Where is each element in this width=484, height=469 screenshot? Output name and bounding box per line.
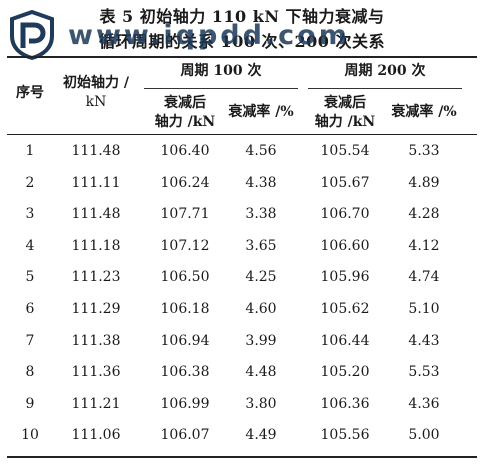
header-rate-100: 衰减率 /%	[228, 104, 294, 120]
header-initial-unit: kN	[85, 94, 107, 110]
cell-seq: 3	[25, 206, 35, 223]
cell-rate-100: 4.38	[245, 174, 277, 191]
cell-seq: 6	[25, 301, 35, 317]
cell-initial-force: 111.21	[71, 395, 121, 412]
table-title-line-1: 表 5 初始轴力 110 kN 下轴力衰减与	[99, 7, 385, 26]
cell-force-200: 105.67	[320, 174, 370, 191]
table-bottom-rule	[7, 456, 477, 458]
cell-rate-100: 4.25	[245, 269, 277, 286]
cell-rate-100: 4.49	[245, 427, 277, 444]
cell-rate-200: 5.53	[408, 364, 440, 381]
cell-force-200: 106.70	[320, 206, 370, 223]
header-initial-force: 初始轴力 / kN	[52, 74, 140, 112]
period-100-rule	[144, 88, 298, 89]
header-period-100: 周期 100 次	[180, 63, 262, 79]
table-top-rule	[7, 56, 477, 58]
table-row: 7 111.38 106.94 3.99 106.44 4.43	[0, 329, 484, 353]
cell-rate-200: 4.89	[408, 174, 440, 191]
cell-initial-force: 111.06	[71, 427, 121, 444]
cell-rate-200: 4.12	[408, 237, 440, 254]
cell-rate-200: 5.10	[408, 301, 440, 317]
cell-seq: 1	[25, 143, 35, 159]
cell-force-100: 106.94	[160, 332, 210, 349]
cell-seq: 8	[25, 364, 35, 381]
header-period-200: 周期 200 次	[344, 63, 426, 79]
cell-force-200: 105.96	[320, 269, 370, 286]
cell-force-200: 106.44	[320, 332, 370, 349]
cell-rate-100: 4.48	[245, 364, 277, 381]
table-row: 6 111.29 106.18 4.60 105.62 5.10	[0, 297, 484, 321]
cell-rate-200: 4.43	[408, 332, 440, 349]
cell-force-200: 106.36	[320, 395, 370, 412]
table-row: 3 111.48 107.71 3.38 106.70 4.28	[0, 202, 484, 226]
cell-rate-200: 4.74	[408, 269, 440, 286]
header-force-200-unit: 轴力 /kN	[314, 114, 376, 130]
header-force-100: 衰减后 轴力 /kN	[148, 94, 222, 132]
cell-force-100: 106.24	[160, 174, 210, 191]
cell-rate-100: 3.99	[245, 332, 277, 349]
header-force-100-label: 衰减后	[164, 95, 206, 111]
cell-initial-force: 111.18	[71, 237, 121, 254]
cell-rate-100: 3.80	[245, 395, 277, 412]
cell-force-100: 106.18	[160, 301, 210, 317]
header-force-200-label: 衰减后	[324, 95, 366, 111]
cell-rate-100: 4.56	[245, 143, 277, 159]
table-row: 4 111.18 107.12 3.65 106.60 4.12	[0, 234, 484, 258]
watermark-logo-icon	[10, 10, 54, 60]
cell-seq: 4	[25, 237, 35, 254]
cell-initial-force: 111.29	[71, 301, 121, 317]
table-row: 10 111.06 106.07 4.49 105.56 5.00	[0, 423, 484, 447]
cell-rate-200: 5.00	[408, 427, 440, 444]
table-header-rule	[7, 134, 477, 135]
cell-initial-force: 111.38	[71, 332, 121, 349]
header-seq: 序号	[16, 85, 44, 101]
header-force-100-unit: 轴力 /kN	[154, 114, 216, 130]
cell-rate-200: 4.28	[408, 206, 440, 223]
cell-initial-force: 111.36	[71, 364, 121, 381]
cell-force-100: 106.40	[160, 143, 210, 159]
cell-force-100: 106.99	[160, 395, 210, 412]
cell-rate-100: 3.38	[245, 206, 277, 223]
cell-force-100: 106.07	[160, 427, 210, 444]
cell-rate-200: 4.36	[408, 395, 440, 412]
cell-initial-force: 111.11	[71, 174, 121, 191]
header-force-200: 衰减后 轴力 /kN	[308, 94, 382, 132]
cell-force-100: 107.71	[160, 206, 210, 223]
cell-force-100: 106.50	[160, 269, 210, 286]
table-row: 9 111.21 106.99 3.80 106.36 4.36	[0, 392, 484, 416]
cell-force-200: 105.56	[320, 427, 370, 444]
cell-force-200: 105.20	[320, 364, 370, 381]
cell-initial-force: 111.23	[71, 269, 121, 286]
cell-seq: 2	[25, 174, 35, 191]
watermark-text: www.iqpdd.com	[68, 20, 350, 51]
header-rate-200: 衰减率 /%	[391, 104, 457, 120]
cell-force-200: 105.54	[320, 143, 370, 159]
cell-seq: 7	[25, 332, 35, 349]
cell-rate-200: 5.33	[408, 143, 440, 159]
cell-seq: 9	[25, 395, 35, 412]
cell-seq: 5	[25, 269, 35, 286]
table-title-line-2: 循环周期的关系 100 次、200 次关系	[98, 32, 385, 51]
header-initial-label: 初始轴力 /	[63, 75, 129, 91]
cell-force-100: 107.12	[160, 237, 210, 254]
cell-force-200: 106.60	[320, 237, 370, 254]
cell-seq: 10	[21, 427, 39, 444]
table-row: 8 111.36 106.38 4.48 105.20 5.53	[0, 360, 484, 384]
cell-force-100: 106.38	[160, 364, 210, 381]
cell-initial-force: 111.48	[71, 206, 121, 223]
watermark: www.iqpdd.com	[6, 10, 347, 60]
period-200-rule	[308, 88, 462, 89]
cell-initial-force: 111.48	[71, 143, 121, 159]
cell-rate-100: 3.65	[245, 237, 277, 254]
table-row: 1 111.48 106.40 4.56 105.54 5.33	[0, 139, 484, 163]
cell-force-200: 105.62	[320, 301, 370, 317]
cell-rate-100: 4.60	[245, 301, 277, 317]
table-row: 2 111.11 106.24 4.38 105.67 4.89	[0, 171, 484, 195]
table-row: 5 111.23 106.50 4.25 105.96 4.74	[0, 265, 484, 289]
